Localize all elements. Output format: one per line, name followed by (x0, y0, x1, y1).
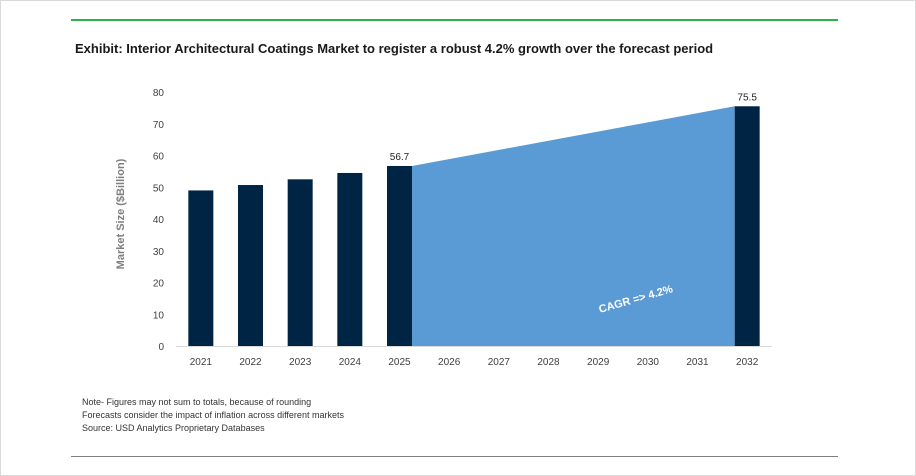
y-tick-60: 60 (153, 152, 165, 163)
y-tick-50: 50 (153, 183, 165, 194)
note-inflation: Forecasts consider the impact of inflati… (82, 410, 344, 420)
y-axis-label: Market Size ($Billion) (115, 158, 127, 269)
y-tick-0: 0 (158, 342, 164, 353)
x-tick-2029: 2029 (587, 357, 610, 368)
bar-2023 (287, 179, 313, 346)
bar-2032 (734, 106, 760, 346)
x-tick-2031: 2031 (686, 357, 709, 368)
footnotes: Note- Figures may not sum to totals, bec… (82, 396, 344, 435)
x-tick-2024: 2024 (339, 357, 362, 368)
x-tick-2023: 2023 (289, 357, 312, 368)
x-tick-2032: 2032 (736, 357, 759, 368)
x-tick-2021: 2021 (190, 357, 213, 368)
title-rule (71, 19, 838, 21)
x-tick-2027: 2027 (488, 357, 511, 368)
footer-rule (71, 456, 838, 457)
bar-2022 (238, 185, 263, 346)
chart-title: Exhibit: Interior Architectural Coatings… (75, 41, 714, 56)
forecast-area (412, 106, 735, 346)
note-source: Source: USD Analytics Proprietary Databa… (82, 423, 265, 433)
x-tick-2030: 2030 (637, 357, 660, 368)
bar-2024 (337, 172, 363, 346)
bar-2025 (387, 165, 412, 346)
bar-2021 (188, 190, 214, 346)
data-label-2025: 56.7 (390, 152, 410, 163)
x-tick-2026: 2026 (438, 357, 461, 368)
y-tick-20: 20 (153, 279, 165, 290)
x-tick-2028: 2028 (537, 357, 560, 368)
data-label-2032: 75.5 (737, 92, 757, 103)
y-tick-10: 10 (153, 310, 165, 321)
note-rounding: Note- Figures may not sum to totals, bec… (82, 397, 312, 407)
y-tick-80: 80 (153, 88, 165, 99)
x-tick-2022: 2022 (239, 357, 262, 368)
x-tick-2025: 2025 (388, 357, 411, 368)
y-tick-30: 30 (153, 247, 165, 258)
y-tick-40: 40 (153, 215, 165, 226)
y-tick-70: 70 (153, 120, 165, 131)
